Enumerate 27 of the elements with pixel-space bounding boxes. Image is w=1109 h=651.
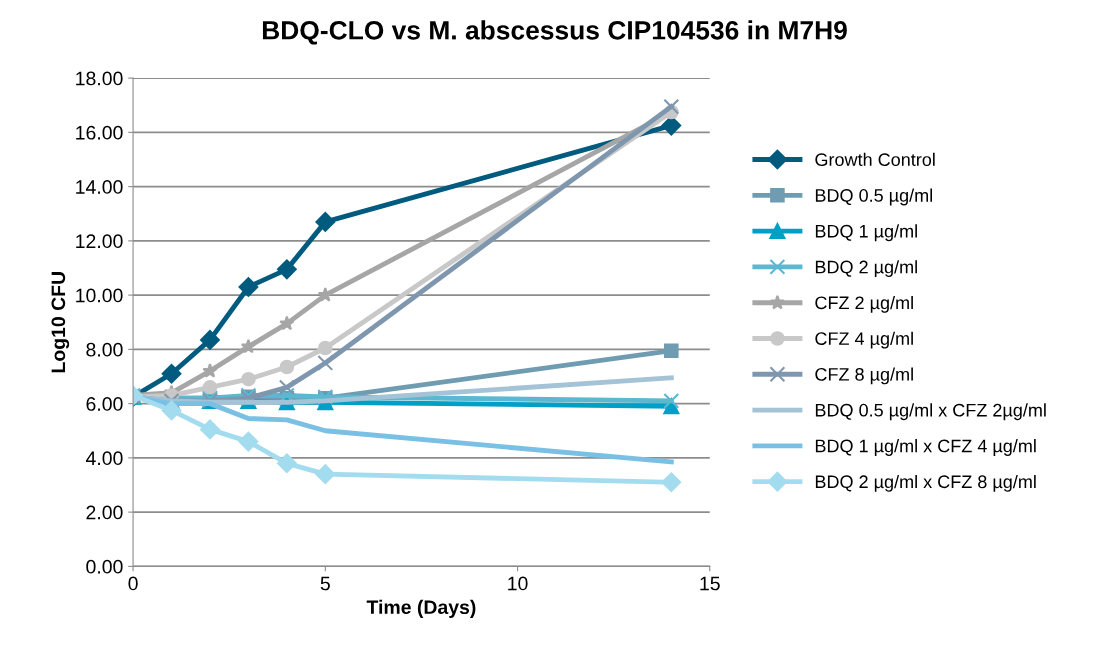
x-tick-label: 5	[320, 576, 330, 591]
legend-label: BDQ 2 µg/ml	[815, 260, 917, 277]
x-axis-title: Time (Days)	[366, 599, 476, 618]
legend-label: CFZ 2 µg/ml	[815, 295, 913, 313]
y-tick-label: 6.00	[86, 397, 123, 411]
y-tick-label: 8.00	[86, 342, 123, 357]
legend-label: Growth Control	[815, 152, 935, 167]
y-axis-title: Log10 CFU	[51, 272, 70, 373]
legend-label: BDQ 2 µg/ml x CFZ 8 µg/ml	[815, 474, 1036, 492]
legend-label: BDQ 1 µg/ml	[815, 224, 917, 242]
x-tick-label: 0	[128, 576, 138, 591]
y-tick-label: 18.00	[76, 71, 123, 86]
legend-label: BDQ 0.5 µg/ml	[815, 188, 932, 206]
y-tick-label: 16.00	[76, 125, 123, 140]
y-tick-label: 2.00	[86, 505, 123, 520]
y-tick-label: 4.00	[85, 451, 123, 466]
legend-label: BDQ 0.5 µg/ml x CFZ 2µg/ml	[815, 403, 1046, 421]
y-tick-label: 0.00	[86, 559, 123, 574]
x-tick-label: 15	[700, 576, 720, 591]
y-tick-label: 14.00	[76, 180, 123, 194]
y-tick-label: 12.00	[76, 234, 123, 249]
legend-label: CFZ 8 µg/ml	[815, 367, 913, 385]
x-tick-label: 10	[508, 576, 528, 591]
chart-title: BDQ-CLO vs M. abscessus CIP104536 in M7H9	[262, 20, 847, 45]
legend-label: CFZ 4 µg/ml	[815, 331, 913, 349]
legend-label: BDQ 1 µg/ml x CFZ 4 µg/ml	[815, 439, 1036, 456]
y-tick-label: 10.00	[76, 288, 123, 303]
